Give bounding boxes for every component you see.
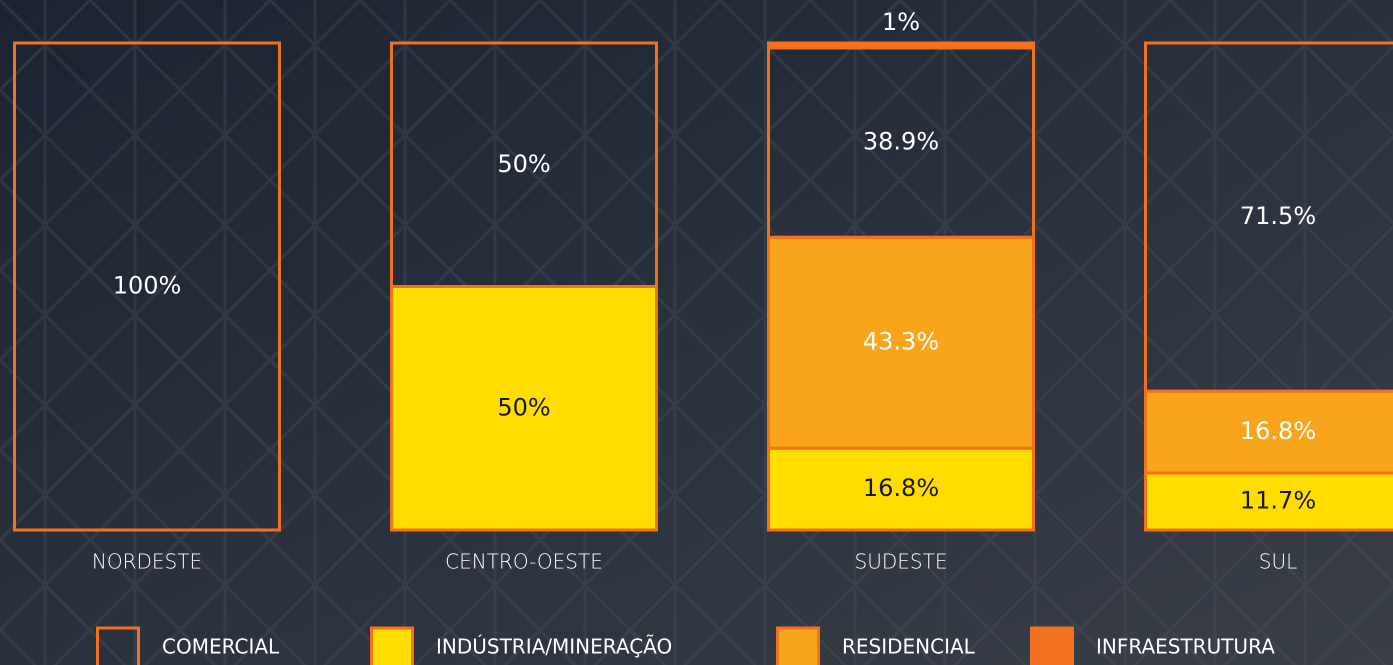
bar-segment	[1144, 41, 1393, 393]
x-tick-label: SUL	[1259, 550, 1297, 574]
legend-swatch	[96, 626, 140, 665]
legend-swatch	[1030, 626, 1074, 665]
legend-label: COMERCIAL	[162, 635, 280, 659]
bar-segment	[1144, 471, 1393, 532]
value-label: 71.5%	[1240, 202, 1316, 230]
value-label: 1%	[882, 8, 920, 36]
x-tick-label: SUDESTE	[855, 550, 948, 574]
x-tick-label: NORDESTE	[92, 550, 202, 574]
bar-segment	[767, 41, 1035, 50]
legend-label: INFRAESTRUTURA	[1096, 635, 1275, 659]
legend-swatch	[370, 626, 414, 665]
value-label: 50%	[497, 393, 550, 421]
bar-segment	[390, 285, 658, 532]
bar-segment	[1144, 389, 1393, 475]
value-label: 16.8%	[863, 474, 939, 502]
bar-segment	[767, 235, 1035, 450]
legend-label: INDÚSTRIA/MINERAÇÃO	[436, 635, 672, 659]
value-label: 38.9%	[863, 128, 939, 156]
bar-segment	[13, 41, 281, 532]
x-tick-label: CENTRO-OESTE	[445, 550, 603, 574]
value-label: 11.7%	[1240, 487, 1316, 515]
value-label: 43.3%	[863, 328, 939, 356]
legend-label: RESIDENCIAL	[842, 635, 976, 659]
value-label: 50%	[497, 150, 550, 178]
value-label: 16.8%	[1240, 417, 1316, 445]
bar-segment	[390, 41, 658, 288]
value-label: 100%	[113, 272, 182, 300]
legend-swatch	[776, 626, 820, 665]
